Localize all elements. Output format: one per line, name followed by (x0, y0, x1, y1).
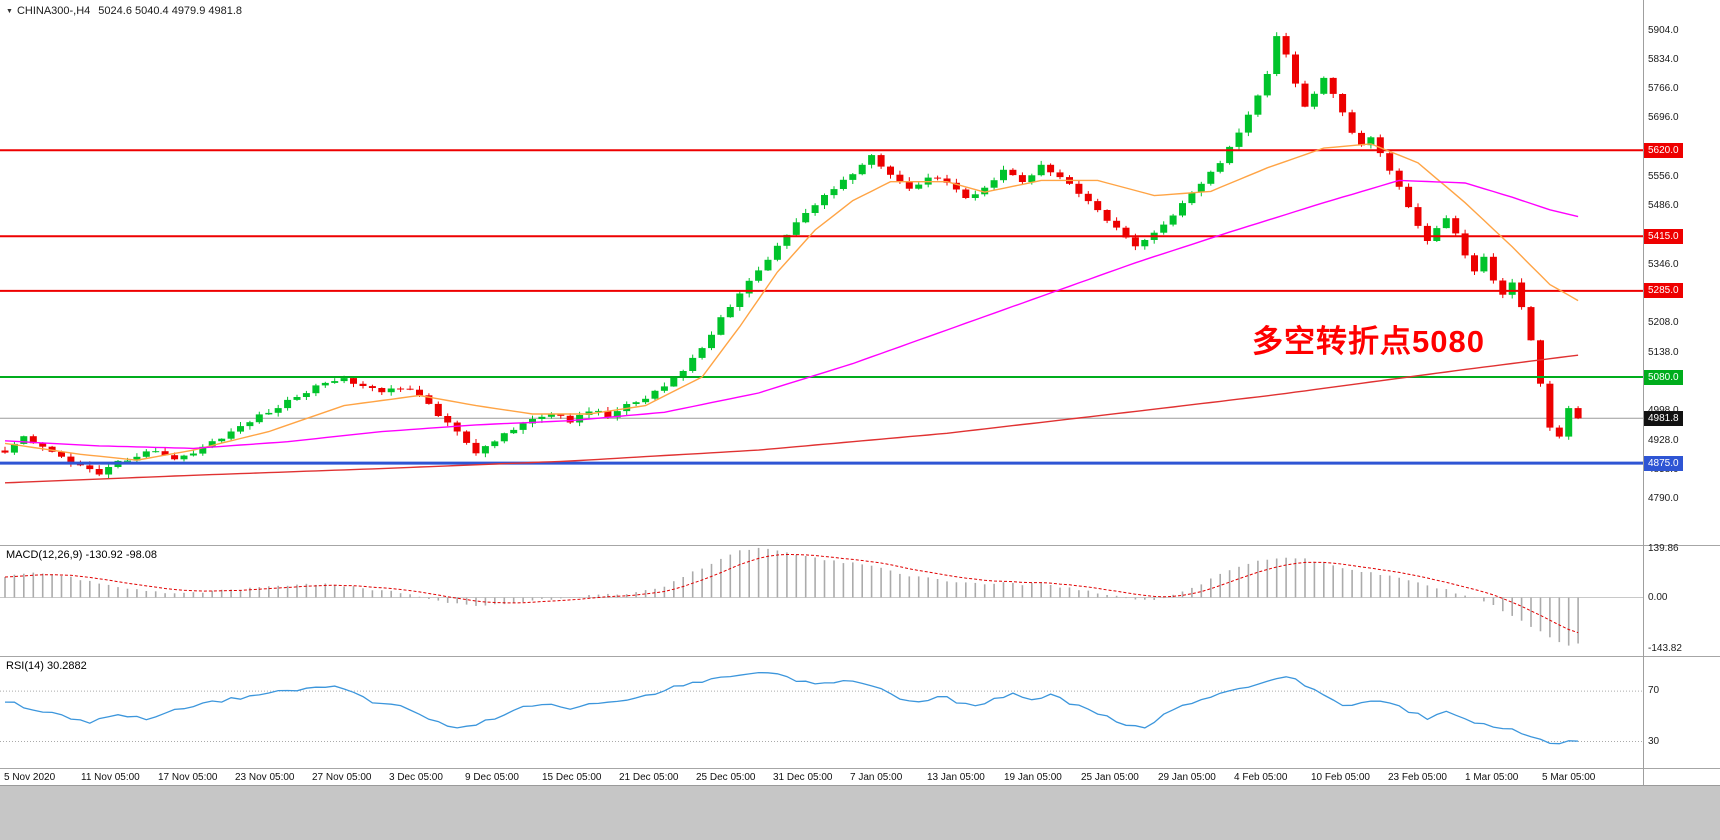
ma-medium-line[interactable] (4, 179, 1579, 450)
panel-separator-rsi-time (0, 768, 1720, 769)
time-axis-label: 7 Jan 05:00 (850, 772, 903, 783)
price-tick-label: 4790.0 (1648, 493, 1679, 504)
symbol-name: CHINA300-,H4 (16, 5, 91, 17)
time-axis-label: 15 Dec 05:00 (542, 772, 602, 783)
price-tick-label: 5834.0 (1648, 54, 1679, 65)
symbol-info: ▼ CHINA300-,H4 5024.6 5040.4 4979.9 4981.8 (6, 5, 242, 17)
price-tick-label: 4928.0 (1648, 435, 1679, 446)
time-axis-label: 5 Nov 2020 (4, 772, 56, 783)
time-axis-label: 3 Dec 05:00 (389, 772, 443, 783)
time-axis-label: 19 Jan 05:00 (1004, 772, 1062, 783)
ma-fast-line[interactable] (4, 143, 1579, 461)
price-tick-label: 5696.0 (1648, 112, 1679, 123)
time-axis-label: 25 Dec 05:00 (696, 772, 756, 783)
time-axis-label: 13 Jan 05:00 (927, 772, 985, 783)
price-level-tag: 5285.0 (1644, 283, 1683, 298)
rsi-canvas[interactable] (0, 657, 1643, 768)
time-axis-label: 25 Jan 05:00 (1081, 772, 1139, 783)
collapse-triangle-icon[interactable]: ▼ (6, 8, 13, 15)
rsi-tick-label: 70 (1648, 685, 1660, 696)
ma-slow-line[interactable] (4, 354, 1579, 484)
symbol-ohlc: 5024.6 5040.4 4979.9 4981.8 (98, 5, 243, 17)
time-axis-label: 29 Jan 05:00 (1158, 772, 1216, 783)
time-axis-label: 10 Feb 05:00 (1311, 772, 1370, 783)
time-axis-label: 23 Feb 05:00 (1388, 772, 1447, 783)
price-tick-label: 5904.0 (1648, 25, 1679, 36)
main-chart-panel: ▼ CHINA300-,H4 5024.6 5040.4 4979.9 4981.8… (0, 0, 1720, 545)
time-axis-label: 27 Nov 05:00 (312, 772, 372, 783)
macd-axis[interactable]: 139.86 0.00 -143.82 (1644, 543, 1720, 656)
price-tick-label: 5556.0 (1648, 171, 1679, 182)
panel-separator-main-macd[interactable] (0, 545, 1720, 546)
time-axis-label: 9 Dec 05:00 (465, 772, 519, 783)
price-tick-label: 5208.0 (1648, 317, 1679, 328)
price-level-tag: 4875.0 (1644, 456, 1683, 471)
price-level-tag: 5620.0 (1644, 143, 1683, 158)
macd-panel: MACD(12,26,9) -130.92 -98.08 139.86 0.00 -… (0, 543, 1720, 656)
price-tick-label: 5138.0 (1648, 347, 1679, 358)
rsi-label: RSI(14) 30.2882 (6, 660, 87, 672)
price-axis[interactable]: 5904.05834.05766.05696.05626.05556.05486… (1644, 0, 1720, 545)
macd-tick-label: -143.82 (1648, 643, 1682, 654)
price-level-tag: 5080.0 (1644, 370, 1683, 385)
time-axis-label: 1 Mar 05:00 (1465, 772, 1519, 783)
time-axis-label: 21 Dec 05:00 (619, 772, 679, 783)
price-tick-label: 4998.0 (1648, 405, 1679, 416)
time-axis-label: 4 Feb 05:00 (1234, 772, 1288, 783)
main-chart-canvas[interactable] (0, 0, 1643, 545)
current-price-tag: 4981.8 (1644, 411, 1683, 426)
time-axis-label: 5 Mar 05:00 (1542, 772, 1596, 783)
price-level-tag: 5415.0 (1644, 229, 1683, 244)
macd-tick-label: 0.00 (1648, 592, 1668, 603)
annotation-text: 多空转折点5080 (1252, 324, 1485, 359)
macd-tick-label: 139.86 (1648, 543, 1679, 554)
panel-separator-macd-rsi[interactable] (0, 656, 1720, 657)
rsi-line (4, 671, 1579, 745)
time-axis-label: 31 Dec 05:00 (773, 772, 833, 783)
time-axis[interactable]: 5 Nov 2020 11 Nov 05:00 17 Nov 05:00 23 Nov… (0, 769, 1720, 785)
price-tick-label: 5486.0 (1648, 200, 1679, 211)
rsi-panel: RSI(14) 30.2882 70 30 (0, 657, 1720, 768)
macd-label: MACD(12,26,9) -130.92 -98.08 (6, 549, 158, 561)
time-axis-label: 23 Nov 05:00 (235, 772, 295, 783)
price-axis-separator[interactable] (1643, 0, 1644, 785)
rsi-axis[interactable]: 70 30 (1644, 657, 1720, 768)
macd-signal-line (4, 553, 1579, 634)
time-axis-label: 11 Nov 05:00 (81, 772, 140, 783)
time-axis-label: 17 Nov 05:00 (158, 772, 218, 783)
price-tick-label: 5766.0 (1648, 83, 1679, 94)
rsi-tick-label: 30 (1648, 736, 1660, 747)
bottom-strip (0, 785, 1720, 840)
macd-canvas[interactable] (0, 546, 1643, 656)
price-tick-label: 5346.0 (1648, 259, 1679, 270)
